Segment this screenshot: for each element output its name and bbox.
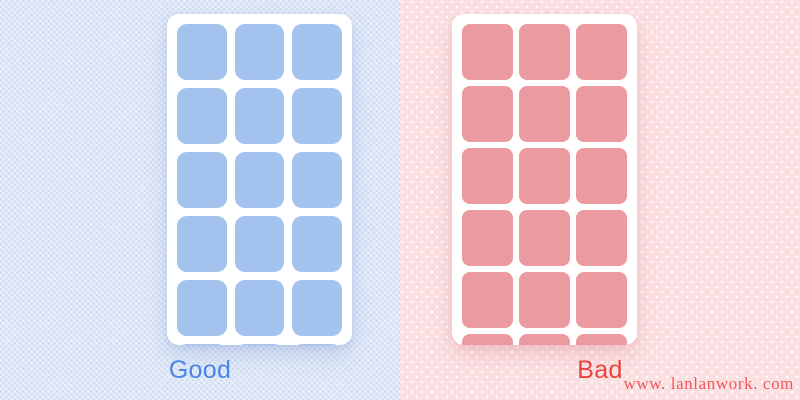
tile — [234, 24, 285, 80]
tile — [292, 344, 342, 345]
tile — [576, 210, 627, 266]
tile — [519, 24, 570, 80]
tile — [177, 344, 227, 345]
tile — [576, 86, 627, 142]
card-good — [167, 14, 352, 345]
tile — [234, 88, 285, 144]
tile — [292, 152, 342, 208]
caption-good: Good — [168, 356, 232, 384]
tile — [462, 210, 513, 266]
tile — [462, 148, 513, 204]
panel-good: Good — [0, 0, 400, 400]
tile — [462, 334, 513, 345]
tile — [462, 24, 513, 80]
tile — [177, 152, 227, 208]
tile — [292, 216, 342, 272]
tile — [462, 272, 513, 328]
card-bad — [452, 14, 637, 345]
tile — [576, 148, 627, 204]
tile — [234, 280, 285, 336]
tile — [234, 344, 285, 345]
watermark: www. lanlanwork. com — [623, 374, 794, 393]
tile — [576, 334, 627, 345]
tile — [177, 24, 227, 80]
tile — [576, 272, 627, 328]
tile — [177, 88, 227, 144]
tile — [519, 334, 570, 345]
tile — [519, 86, 570, 142]
tile — [234, 216, 285, 272]
tile — [576, 24, 627, 80]
caption-bad: Bad — [577, 356, 623, 384]
tile — [292, 24, 342, 80]
tile — [462, 86, 513, 142]
tile — [177, 216, 227, 272]
tile — [177, 280, 227, 336]
tile — [519, 272, 570, 328]
tile — [234, 152, 285, 208]
tile — [519, 148, 570, 204]
tile — [292, 88, 342, 144]
panel-bad: Bad — [400, 0, 800, 400]
tile — [292, 280, 342, 336]
tile — [519, 210, 570, 266]
